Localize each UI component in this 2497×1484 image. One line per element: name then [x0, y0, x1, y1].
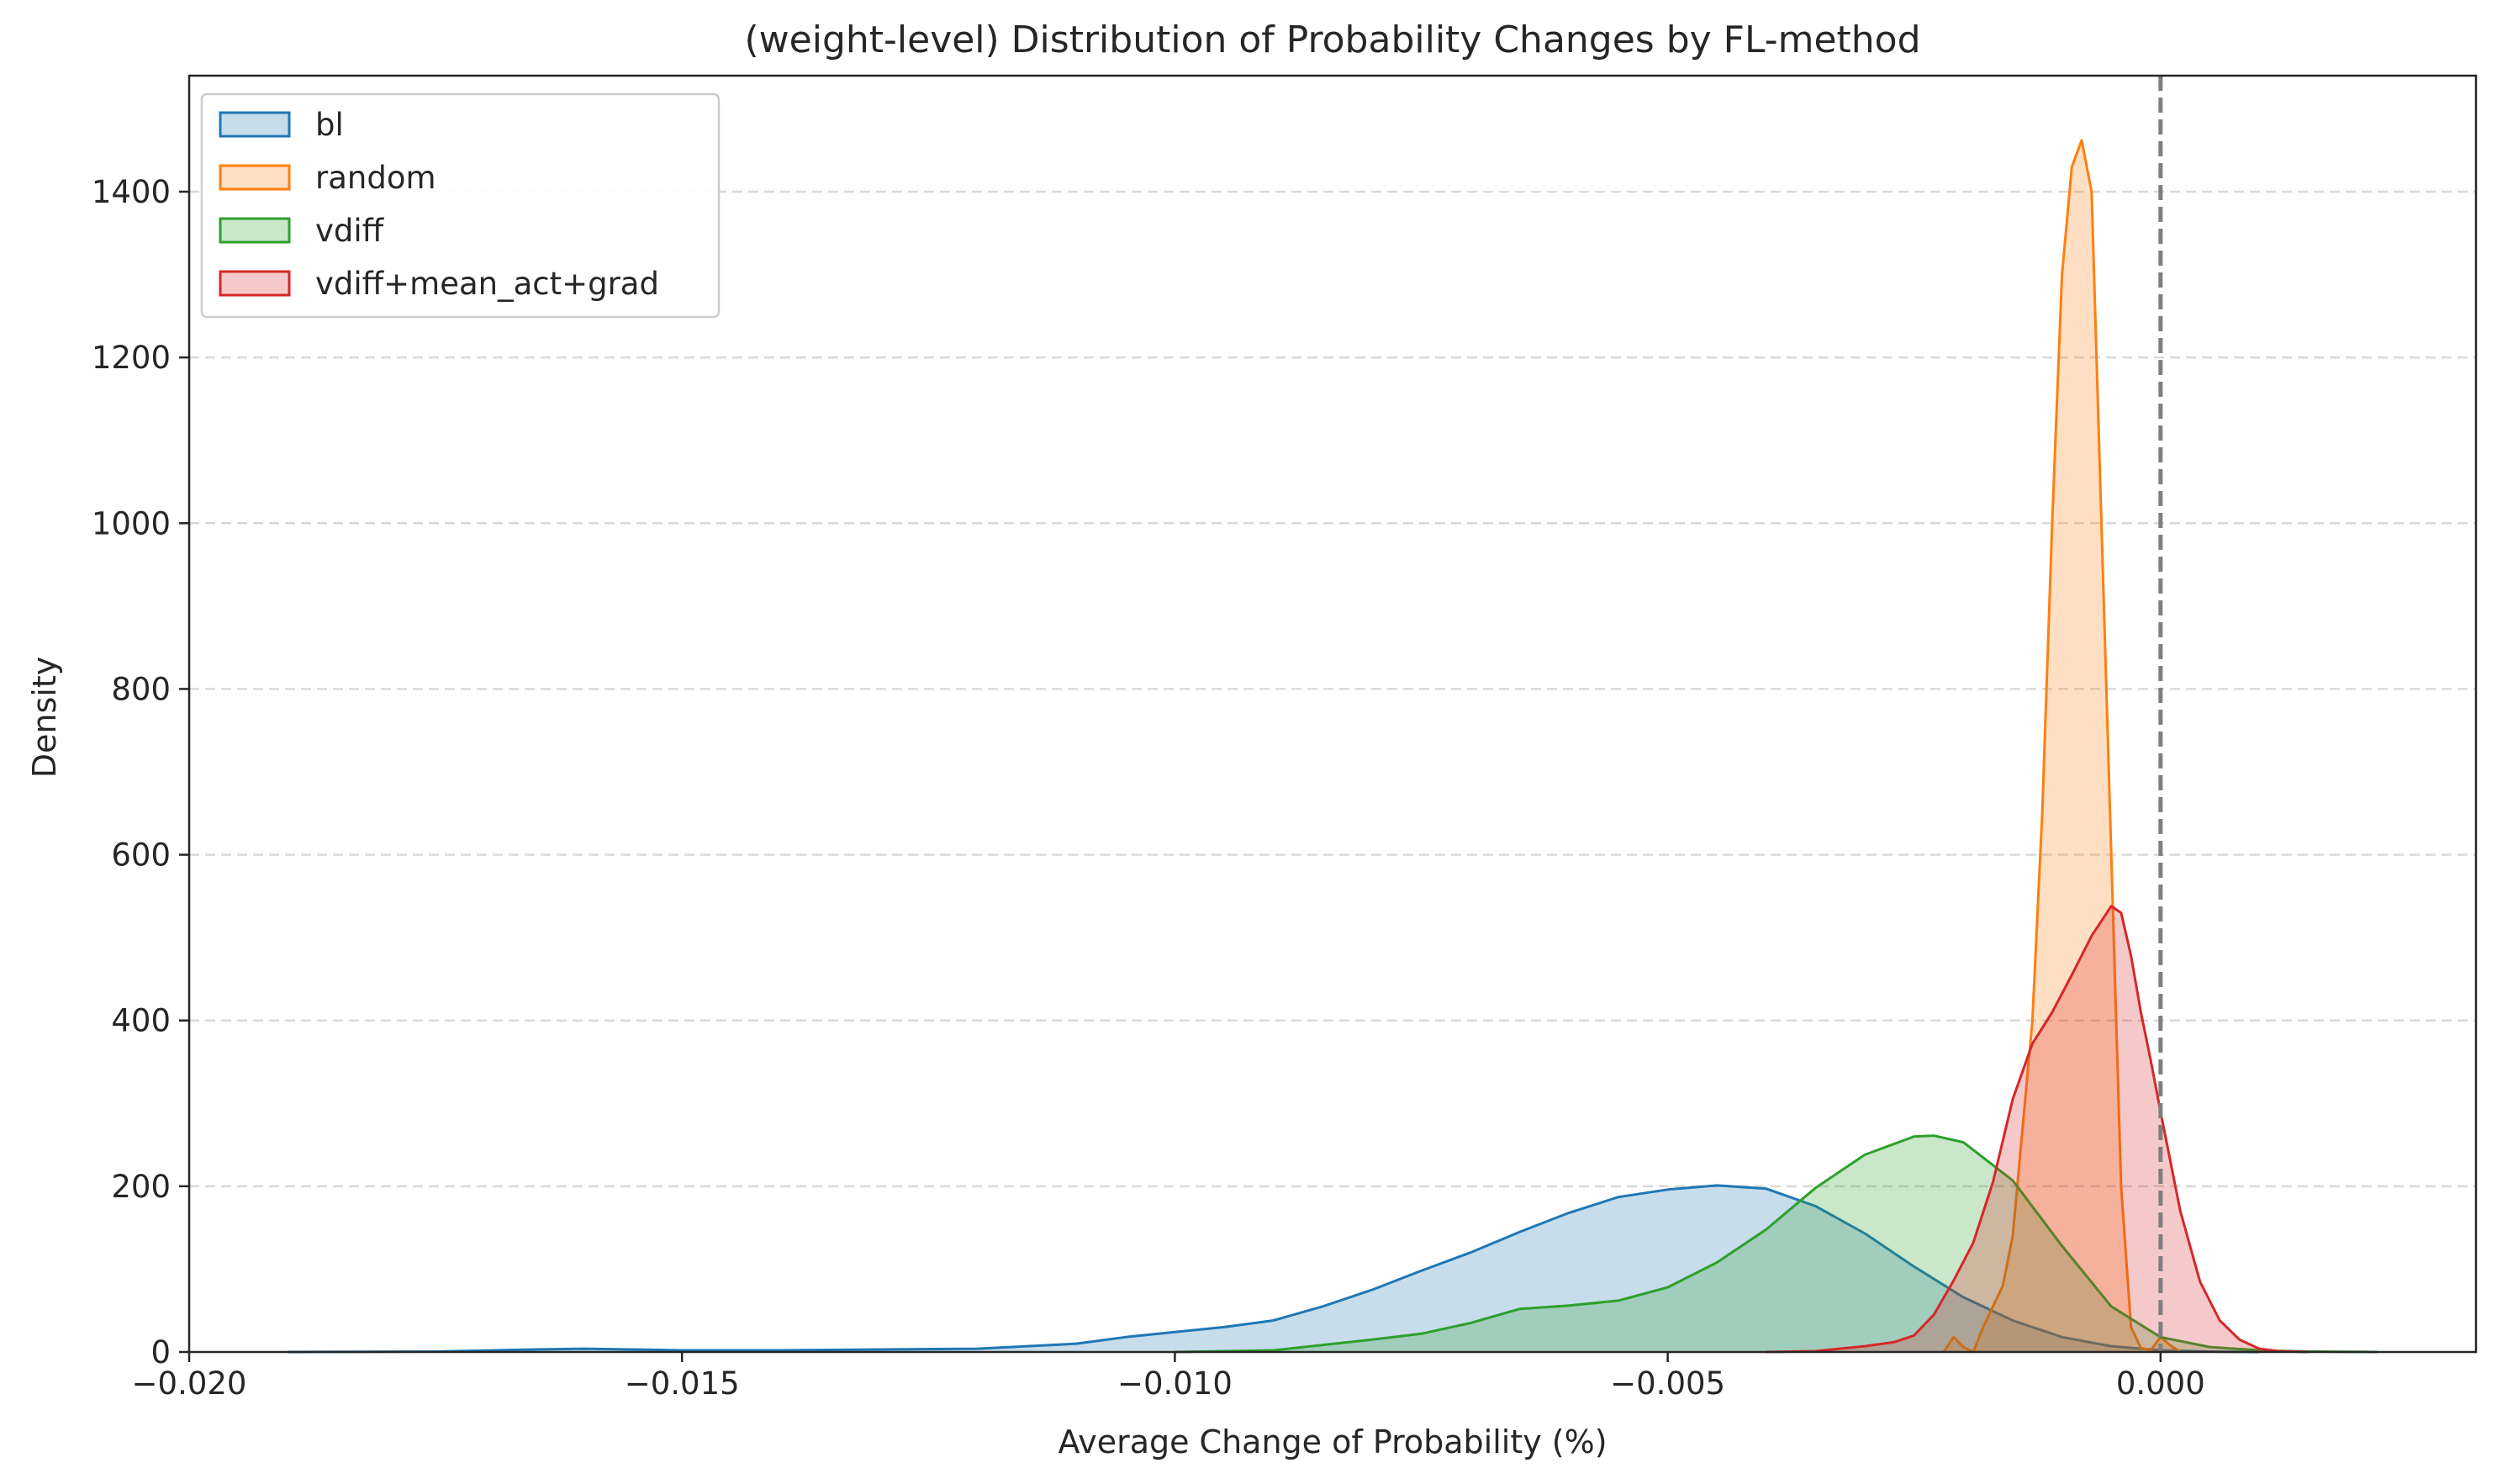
y-axis-label: Density: [26, 657, 63, 778]
legend-label-bl: bl: [315, 107, 344, 143]
area-fill-random: [1943, 140, 2181, 1352]
chart-title: (weight-level) Distribution of Probabili…: [745, 18, 1921, 61]
y-gridlines: [189, 190, 2476, 1188]
area-fill-vdiff-mean-act-grad: [1766, 906, 2309, 1352]
density-line-bl: [288, 1184, 2260, 1354]
plot-frame: [187, 74, 2478, 1354]
density-line-vdiff: [1175, 1134, 2378, 1354]
x-tick-label: −0.015: [625, 1365, 740, 1402]
legend-label-vdiff: vdiff: [315, 213, 385, 249]
y-tick-label: 1200: [92, 340, 171, 376]
legend-swatch-vdiff-mean-act-grad: [219, 270, 291, 297]
x-tick-label: −0.020: [132, 1365, 247, 1402]
area-fill-bl: [288, 1185, 2260, 1352]
y-tick-label: 400: [111, 1003, 171, 1039]
x-axis-label: Average Change of Probability (%): [1058, 1423, 1607, 1460]
density-line-random: [1942, 139, 2182, 1354]
legend-swatch-bl: [219, 111, 291, 138]
y-tick-label: 1400: [92, 174, 171, 210]
density-areas: [288, 139, 2378, 1354]
x-axis-ticks: −0.020 −0.015 −0.010 −0.005 0.000: [132, 1352, 2205, 1402]
y-tick-label: 1000: [92, 505, 171, 541]
legend-box: [200, 92, 721, 319]
x-tick-label: −0.010: [1117, 1365, 1233, 1402]
x-tick-label: −0.005: [1610, 1365, 1725, 1402]
y-axis-ticks: 0 200 400 600 800 1000 1200 1400: [92, 174, 189, 1370]
y-tick-label: 600: [111, 837, 171, 874]
legend-label-random: random: [315, 160, 436, 196]
area-fill-vdiff: [1175, 1135, 2378, 1352]
y-tick-label: 0: [150, 1334, 171, 1370]
legend-swatch-random: [219, 164, 291, 191]
density-line-vdiff-mean-act-grad: [1766, 905, 2309, 1354]
legend: bl random vdiff vdiff+mean_act+grad: [200, 92, 721, 319]
legend-label-vdiff-mean-act-grad: vdiff+mean_act+grad: [315, 266, 659, 302]
y-tick-label: 200: [111, 1169, 171, 1205]
y-tick-label: 800: [111, 671, 171, 707]
legend-swatch-vdiff: [219, 217, 291, 244]
x-tick-label: 0.000: [2116, 1365, 2205, 1402]
